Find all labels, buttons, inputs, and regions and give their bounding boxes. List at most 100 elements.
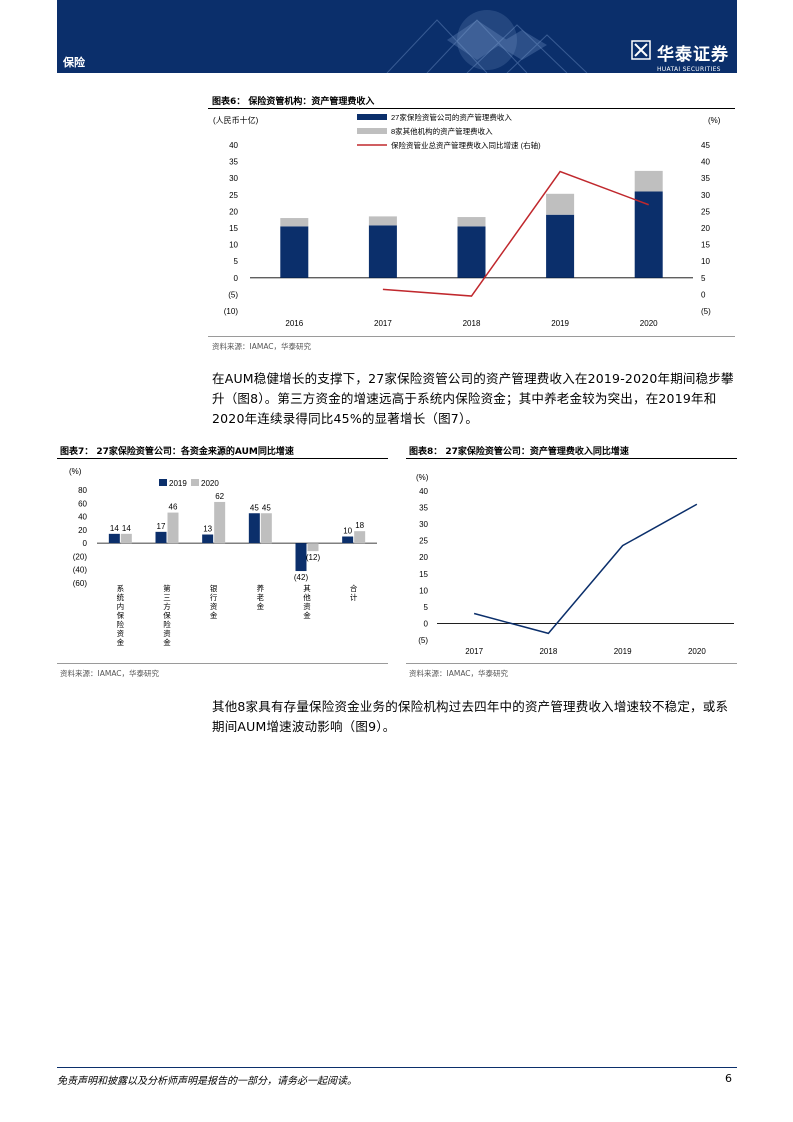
- fig8-x-tick: 2017: [465, 647, 483, 656]
- fig7-legend-label-2019: 2019: [169, 479, 187, 488]
- fig7-x-tick-char: 金: [163, 637, 171, 647]
- fig6-legend-label-1: 27家保险资管公司的资产管理费收入: [391, 112, 512, 122]
- fig6-right-tick: 5: [701, 274, 706, 283]
- fig7-bar-2019: [108, 533, 120, 544]
- fig7-x-tick-char: 资: [163, 628, 171, 638]
- fig6-bar-27-companies: [546, 214, 575, 278]
- fig7-legend-swatch-2019: [159, 479, 167, 486]
- fig7-data-label-2020: 62: [215, 492, 224, 501]
- fig6-left-tick: 30: [229, 174, 238, 183]
- paragraph-2: 其他8家具有存量保险资金业务的保险机构过去四年中的资产管理费收入增速较不稳定，或…: [212, 699, 729, 734]
- banner-pattern: [57, 0, 737, 73]
- fig7-x-tick-char: 险: [163, 619, 171, 629]
- fig7-x-tick-char: 银: [210, 584, 218, 593]
- fig6-rule: [208, 108, 735, 109]
- fig7-x-tick-char: 资: [303, 601, 311, 611]
- fig6-right-tick: (5): [701, 307, 711, 316]
- fig6-title: 图表6： 保险资管机构：资产管理费收入: [212, 97, 375, 107]
- fig7-legend-swatch-2020: [191, 479, 199, 486]
- fig6-legend-swatch-1: [357, 114, 387, 120]
- fig7-x-tick-char: 计: [350, 592, 358, 602]
- fig8-x-tick: 2018: [539, 647, 557, 656]
- fig8-unit: (%): [416, 473, 429, 482]
- fig7-bar-2020: [307, 543, 319, 552]
- brand-name-en: HUATAI SECURITIES: [657, 66, 721, 73]
- fig8-y-tick: 40: [419, 487, 428, 496]
- paragraph-1: 在AUM稳健增长的支撑下，27家保险资管公司的资产管理费收入在2019-2020…: [212, 371, 734, 426]
- fig6-right-tick: 25: [701, 207, 710, 216]
- fig6-right-tick: 0: [701, 290, 706, 299]
- fig6-right-tick: 10: [701, 257, 710, 266]
- fig7-legend-label-2020: 2020: [201, 479, 219, 488]
- fig6-bar-27-companies: [457, 226, 486, 278]
- fig7-data-label-2020: 45: [262, 503, 271, 512]
- fig6-left-unit: (人民币十亿): [213, 115, 259, 125]
- fig7-y-tick: 40: [78, 513, 87, 522]
- fig7-data-label-2020: 18: [355, 521, 364, 530]
- fig7-rule: [57, 458, 388, 459]
- brand: 华泰证券 HUATAI SECURITIES: [631, 40, 729, 73]
- fig6-bar-8-others: [368, 216, 397, 226]
- fig7-x-tick-char: 其: [303, 584, 311, 593]
- fig7-x-tick-char: 养: [257, 583, 265, 593]
- fig7-data-label-2020: 46: [169, 503, 178, 512]
- fig7-y-tick: (20): [73, 552, 88, 561]
- fig7-bar-2020: [167, 512, 179, 544]
- fig6-bar-27-companies: [368, 225, 397, 278]
- fig7-x-tick-char: 方: [163, 601, 171, 611]
- fig6-left-tick: 5: [234, 257, 239, 266]
- fig6-right-tick: 35: [701, 174, 710, 183]
- fig6-bar-8-others: [546, 193, 575, 215]
- fig7-x-tick-char: 资: [117, 628, 125, 638]
- fig7-x-tick-char: 金: [257, 601, 265, 611]
- fig6-legend-label-3: 保险资管业总资产管理费收入同比增速 (右轴): [391, 140, 541, 150]
- fig6-left-tick: (10): [224, 307, 239, 316]
- fig7-x-tick-char: 内: [117, 601, 125, 611]
- fig6-bar-8-others: [280, 218, 309, 227]
- fig7-bottom-rule: [57, 663, 388, 664]
- fig8-source: 资料来源：IAMAC，华泰研究: [409, 669, 509, 678]
- fig6-x-tick: 2018: [463, 319, 481, 328]
- fig7-x-tick-char: 系: [117, 583, 125, 593]
- fig8-rule: [406, 458, 737, 459]
- fig7-x-tick-char: 保: [163, 611, 171, 620]
- fig7-data-label-2019: 45: [250, 503, 259, 512]
- section-tag: 保险: [63, 56, 85, 69]
- fig7-data-label-2019: (42): [294, 573, 309, 582]
- fig7-bar-2019: [342, 536, 354, 544]
- fig7-data-label-2019: 10: [343, 527, 352, 536]
- fig7-x-tick-char: 行: [210, 592, 218, 602]
- fig6-chart: (人民币十亿) (%) 27家保险资管公司的资产管理费收入 8家其他机构的资产管理费收…: [213, 112, 721, 328]
- fig6-left-tick: 10: [229, 241, 238, 250]
- fig6-x-tick: 2019: [551, 319, 569, 328]
- fig6-right-tick: 30: [701, 191, 710, 200]
- fig7-bar-2019: [202, 534, 214, 544]
- fig7-x-tick-char: 金: [117, 637, 125, 647]
- fig6-left-tick: 40: [229, 141, 238, 150]
- fig7-x-tick-char: 金: [210, 610, 218, 620]
- fig6-bar-27-companies: [280, 226, 309, 278]
- fig8-x-tick: 2019: [614, 647, 632, 656]
- fig8-y-tick: 20: [419, 553, 428, 562]
- fig6-left-tick: 25: [229, 191, 238, 200]
- fig7-data-label-2020: (12): [306, 553, 321, 562]
- fig7-data-label-2019: 13: [203, 525, 212, 534]
- fig7-x-tick-char: 保: [117, 611, 125, 620]
- fig6-bar-27-companies: [634, 191, 663, 278]
- fig7-x-tick-char: 统: [117, 592, 125, 602]
- fig8-x-tick: 2020: [688, 647, 706, 656]
- fig7-y-tick: (60): [73, 579, 88, 588]
- fig7-bar-2020: [214, 501, 226, 544]
- fig6-growth-line: [382, 170, 649, 297]
- fig7-bar-2019: [155, 531, 167, 544]
- fig7-chart: (%) 2019 2020 80 60 40 20 0 (20) (40) (60) 14 14 系统内保…: [69, 467, 377, 647]
- brand-logo-icon: [631, 40, 651, 60]
- fig6-legend-swatch-2: [357, 128, 387, 134]
- fig7-y-tick: 80: [78, 486, 87, 495]
- fig7-data-label-2019: 17: [157, 522, 166, 531]
- fig7-x-tick-char: 金: [303, 610, 311, 620]
- fig8-y-tick: 5: [424, 603, 429, 612]
- fig6-right-tick: 15: [701, 241, 710, 250]
- fig6-right-tick: 45: [701, 141, 710, 150]
- fig7-bar-2020: [260, 513, 272, 544]
